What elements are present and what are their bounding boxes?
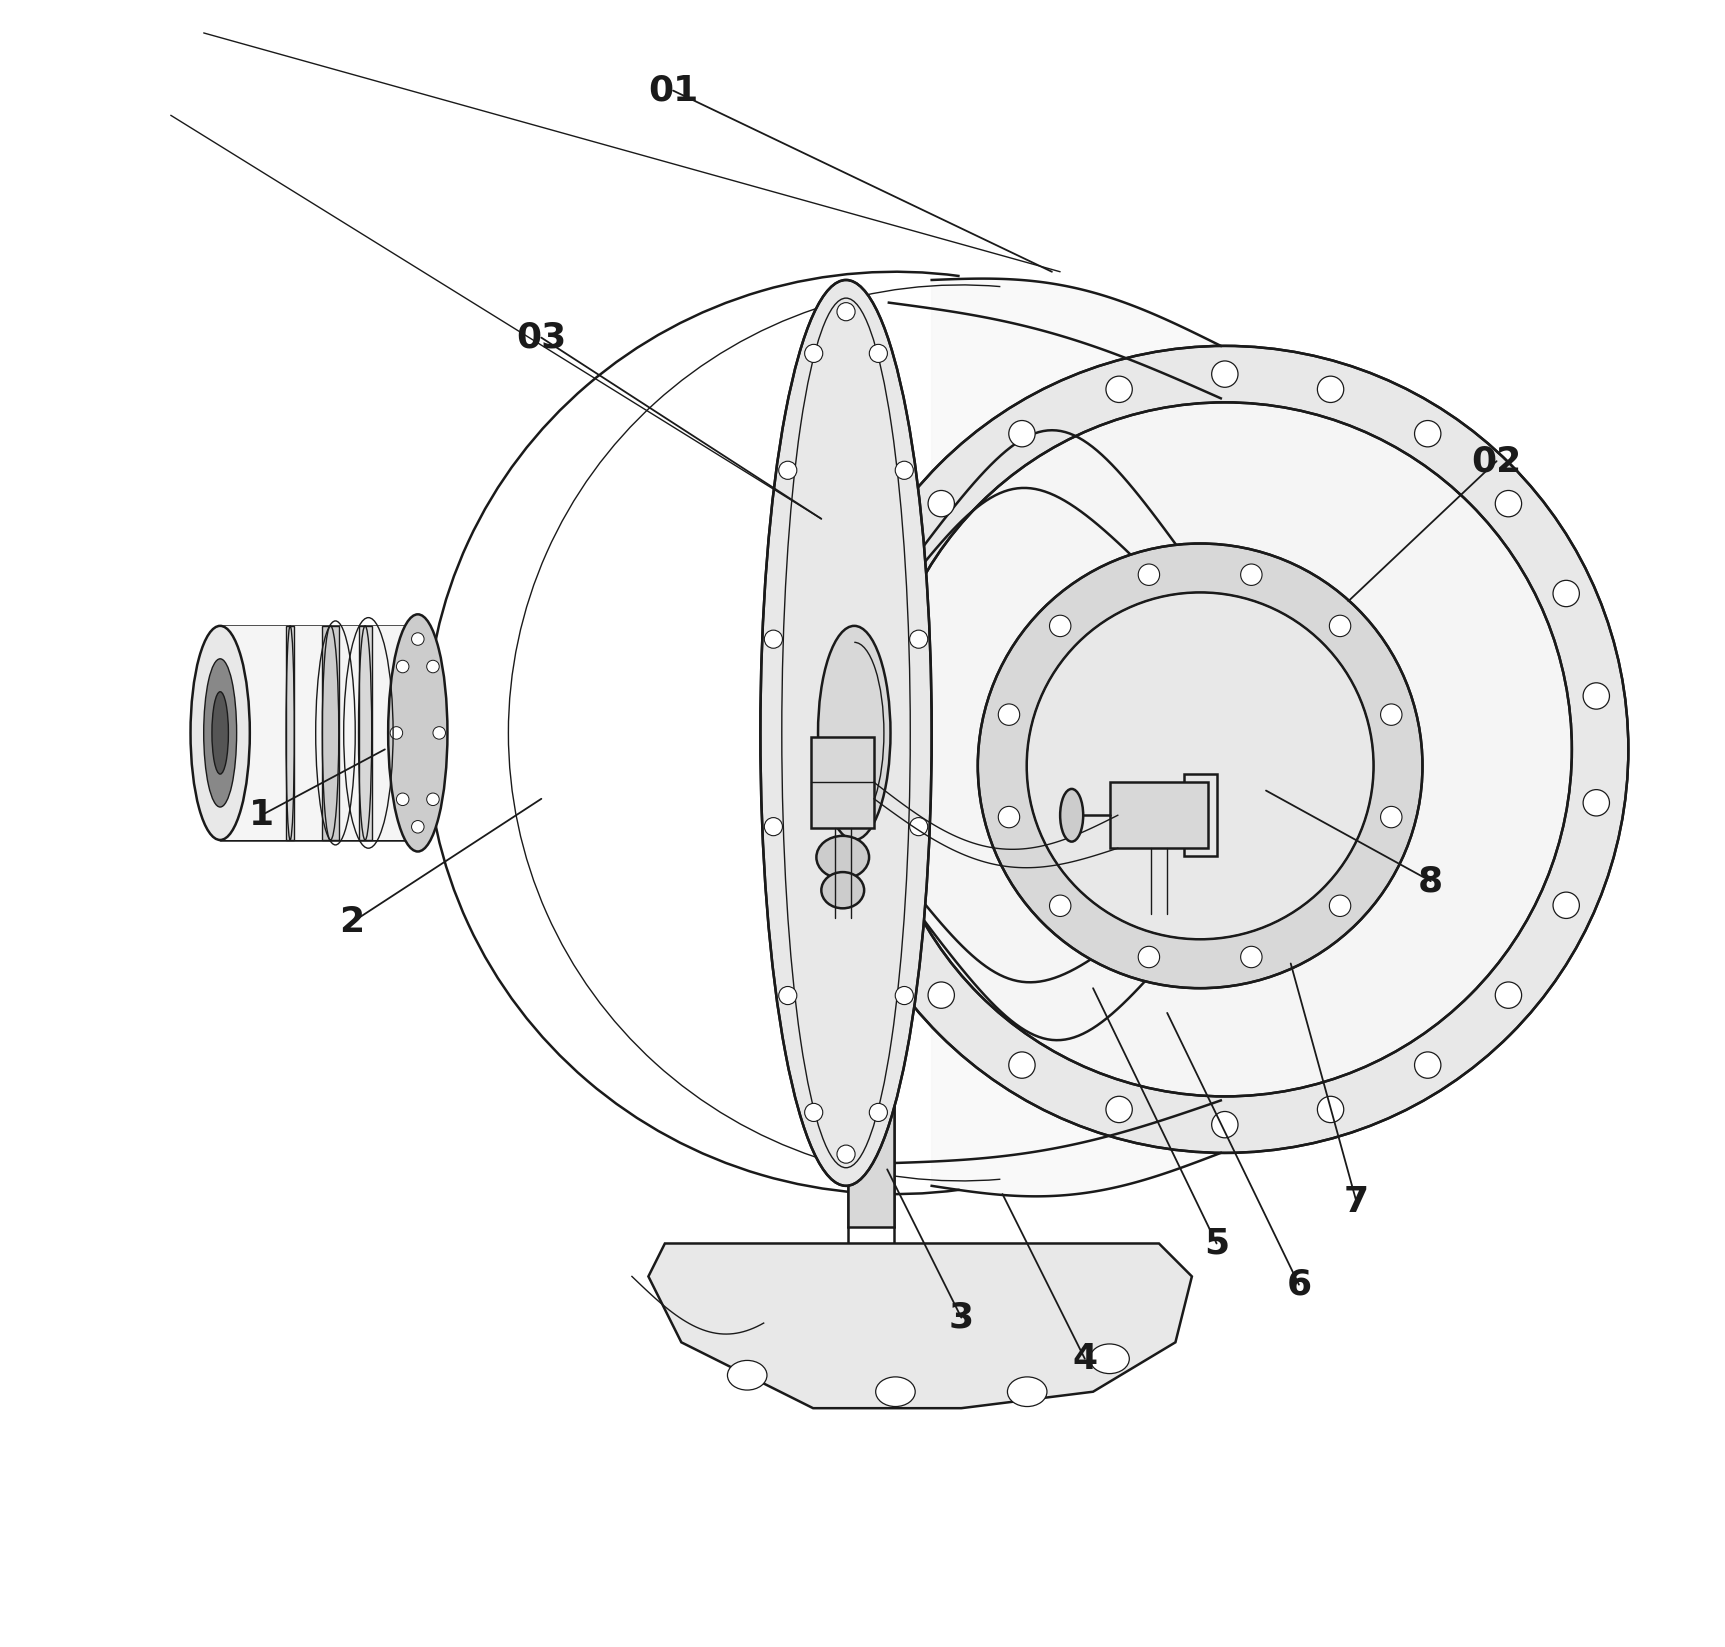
Ellipse shape — [764, 817, 783, 835]
Ellipse shape — [1106, 376, 1132, 402]
Ellipse shape — [1138, 563, 1159, 585]
Text: 01: 01 — [649, 74, 699, 107]
Ellipse shape — [1380, 703, 1402, 725]
Ellipse shape — [821, 346, 1628, 1153]
Ellipse shape — [1584, 684, 1609, 710]
Ellipse shape — [1552, 580, 1580, 606]
Ellipse shape — [778, 987, 797, 1005]
Ellipse shape — [397, 794, 409, 805]
Ellipse shape — [1496, 982, 1521, 1008]
Polygon shape — [286, 626, 295, 840]
Ellipse shape — [397, 660, 409, 672]
Ellipse shape — [876, 1377, 916, 1407]
Ellipse shape — [928, 491, 954, 517]
Ellipse shape — [1009, 420, 1035, 446]
Ellipse shape — [1240, 563, 1263, 585]
Ellipse shape — [909, 817, 928, 835]
Polygon shape — [1109, 782, 1209, 848]
Ellipse shape — [909, 631, 928, 649]
Ellipse shape — [869, 344, 887, 362]
Ellipse shape — [212, 692, 228, 774]
Ellipse shape — [978, 544, 1423, 988]
Ellipse shape — [869, 1103, 887, 1122]
Text: 4: 4 — [1073, 1342, 1097, 1375]
Ellipse shape — [1318, 376, 1344, 402]
Ellipse shape — [1414, 1052, 1440, 1079]
Ellipse shape — [1049, 894, 1071, 916]
Ellipse shape — [1240, 947, 1263, 968]
Ellipse shape — [728, 1360, 768, 1390]
Ellipse shape — [1114, 639, 1137, 662]
Ellipse shape — [190, 626, 250, 840]
Ellipse shape — [837, 303, 856, 321]
Ellipse shape — [1330, 616, 1351, 637]
Text: 1: 1 — [248, 799, 274, 832]
Text: 03: 03 — [516, 321, 566, 354]
Polygon shape — [221, 626, 417, 840]
Ellipse shape — [928, 982, 954, 1008]
Text: 5: 5 — [1204, 1227, 1230, 1260]
Ellipse shape — [1414, 420, 1440, 446]
Ellipse shape — [999, 807, 1019, 828]
Ellipse shape — [871, 893, 897, 919]
Ellipse shape — [1026, 593, 1373, 939]
Ellipse shape — [1318, 1097, 1344, 1123]
Ellipse shape — [1009, 1052, 1035, 1079]
Ellipse shape — [816, 837, 869, 879]
Text: 6: 6 — [1287, 1268, 1311, 1301]
Polygon shape — [847, 856, 894, 1227]
Ellipse shape — [1330, 894, 1351, 916]
Ellipse shape — [1061, 789, 1083, 842]
Polygon shape — [359, 626, 371, 840]
Ellipse shape — [1552, 893, 1580, 919]
Ellipse shape — [895, 461, 913, 479]
Ellipse shape — [204, 659, 236, 807]
Polygon shape — [323, 626, 338, 840]
Text: 02: 02 — [1471, 445, 1521, 478]
Ellipse shape — [764, 631, 783, 649]
Ellipse shape — [1138, 947, 1159, 968]
Ellipse shape — [412, 820, 424, 833]
Ellipse shape — [433, 726, 445, 740]
Ellipse shape — [1049, 616, 1071, 637]
Text: 2: 2 — [340, 906, 364, 939]
Polygon shape — [649, 1243, 1192, 1408]
Ellipse shape — [840, 789, 866, 815]
Ellipse shape — [1211, 1112, 1239, 1138]
Ellipse shape — [1106, 1097, 1132, 1123]
Ellipse shape — [878, 402, 1571, 1097]
Ellipse shape — [426, 660, 440, 672]
Ellipse shape — [761, 280, 932, 1186]
Ellipse shape — [1496, 491, 1521, 517]
Ellipse shape — [871, 580, 897, 606]
Text: 8: 8 — [1418, 865, 1444, 898]
Ellipse shape — [1090, 1344, 1130, 1374]
Ellipse shape — [388, 614, 447, 851]
Ellipse shape — [804, 344, 823, 362]
Ellipse shape — [390, 726, 402, 740]
Polygon shape — [1183, 774, 1216, 856]
Ellipse shape — [1584, 789, 1609, 815]
Ellipse shape — [804, 1103, 823, 1122]
Ellipse shape — [840, 684, 866, 710]
Ellipse shape — [821, 871, 864, 907]
Ellipse shape — [818, 626, 890, 840]
Ellipse shape — [1007, 1377, 1047, 1407]
Ellipse shape — [426, 794, 440, 805]
Ellipse shape — [999, 703, 1019, 725]
Ellipse shape — [778, 461, 797, 479]
Ellipse shape — [837, 1145, 856, 1163]
Polygon shape — [932, 278, 1221, 1196]
Ellipse shape — [1211, 361, 1239, 387]
Ellipse shape — [412, 632, 424, 646]
Text: 7: 7 — [1344, 1186, 1370, 1219]
Polygon shape — [811, 738, 875, 827]
Text: 3: 3 — [949, 1301, 975, 1334]
Ellipse shape — [895, 987, 913, 1005]
Ellipse shape — [1380, 807, 1402, 828]
